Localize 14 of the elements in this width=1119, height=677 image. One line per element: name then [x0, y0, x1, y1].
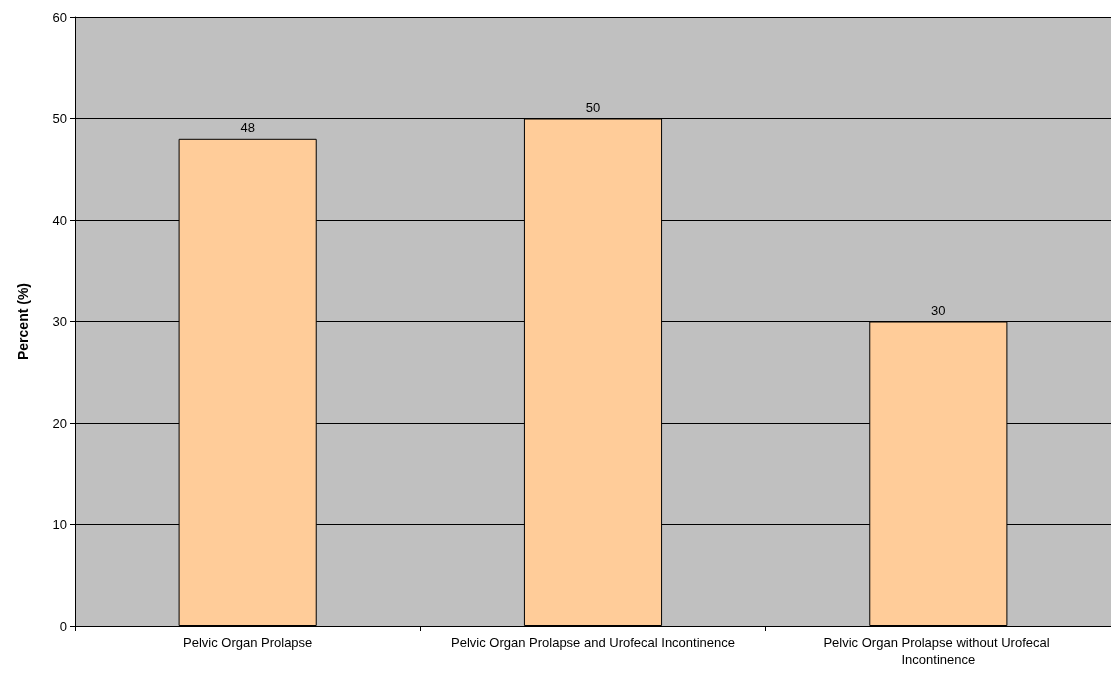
y-tick-label: 30	[52, 314, 67, 329]
x-tick-label: Pelvic Organ Prolapse and Urofecal Incontinence	[451, 635, 735, 650]
y-tick-label: 20	[52, 415, 67, 431]
y-tick-label: 0	[59, 618, 67, 634]
y-tick-label: 40	[52, 212, 67, 228]
data-label: 48	[240, 119, 255, 135]
x-tick-label: Pelvic Organ Prolapse	[182, 635, 313, 650]
data-label: 30	[931, 302, 946, 318]
y-axis-title: Percent (%)	[15, 282, 31, 361]
y-tick-label: 50	[52, 111, 67, 126]
y-tick-label: 10	[52, 517, 67, 532]
x-tick-label: Pelvic Organ Prolapse without Urofecal Incontinence	[823, 635, 1054, 667]
y-tick-label: 60	[52, 9, 67, 25]
data-label: 50	[585, 99, 601, 115]
